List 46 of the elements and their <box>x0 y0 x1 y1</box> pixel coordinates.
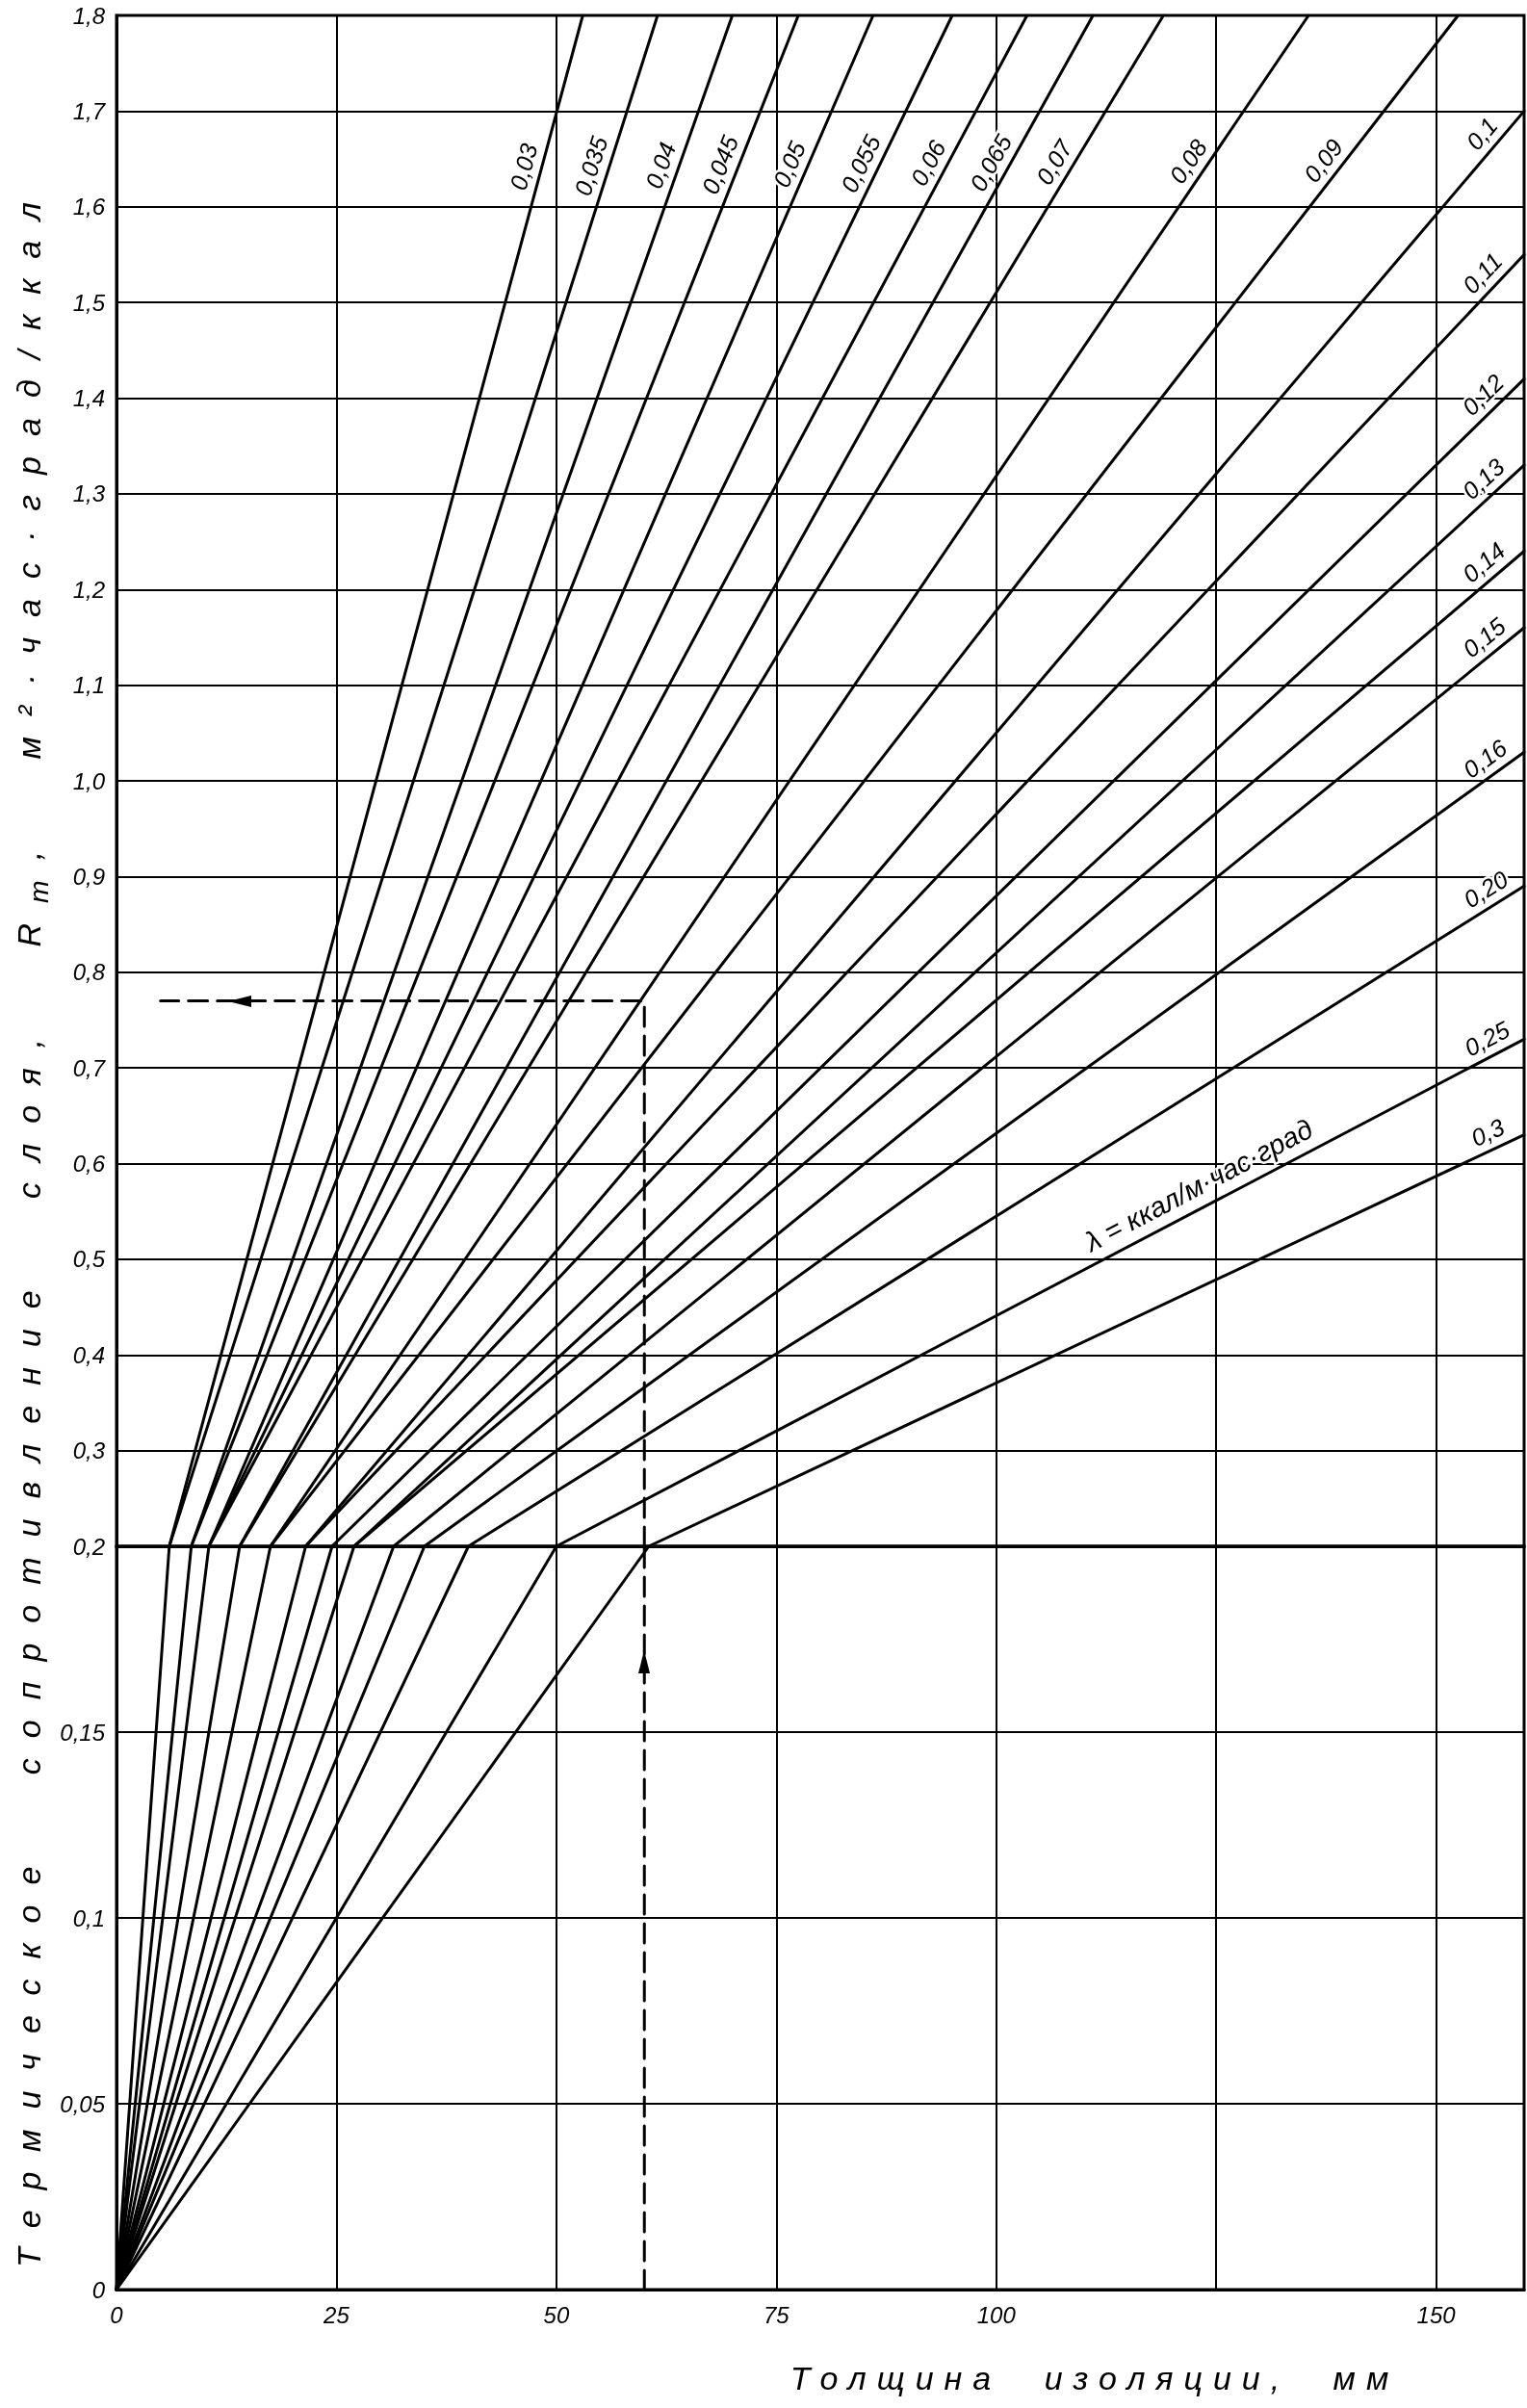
text: 0,065 <box>964 129 1018 196</box>
y-tick-label: 0,3 <box>72 1437 106 1464</box>
text: 0,12 <box>1456 368 1510 421</box>
y-tick-label: 1,0 <box>72 767 106 794</box>
text: 0,13 <box>1457 453 1510 505</box>
text: 0,03 <box>504 140 543 194</box>
text: 0,035 <box>568 133 613 199</box>
text: 0,11 <box>1457 246 1508 299</box>
text: 0,1 <box>1460 112 1503 156</box>
y-tick-label: 1,3 <box>72 480 106 507</box>
y-tick-label: 0,15 <box>60 1719 106 1746</box>
y-tick-label: 0,05 <box>60 2090 106 2117</box>
y-tick-label: 0,5 <box>72 1246 106 1273</box>
y-tick-label: 0,9 <box>72 863 105 890</box>
y-tick-label: 0 <box>91 2276 106 2303</box>
text: 0,16 <box>1458 734 1513 784</box>
x-tick-label: 25 <box>323 2301 350 2328</box>
x-tick-label: 100 <box>976 2301 1017 2328</box>
text: 0,20 <box>1459 865 1514 914</box>
x-tick-label: 150 <box>1416 2301 1457 2328</box>
x-tick-label: 0 <box>110 2301 124 2328</box>
y-tick-label: 1,1 <box>72 672 105 699</box>
y-tick-label: 1,4 <box>72 385 105 411</box>
y-tick-label: 0,7 <box>72 1054 107 1081</box>
text: 0,25 <box>1460 1015 1514 1062</box>
y-tick-label: 1,7 <box>72 97 107 124</box>
y-tick-label: 0,2 <box>72 1533 105 1560</box>
y-tick-label: 0,4 <box>72 1341 105 1368</box>
text: 0,15 <box>1457 611 1512 663</box>
text: 0,05 <box>767 137 812 192</box>
x-tick-label: 50 <box>543 2301 570 2328</box>
text: 0,3 <box>1466 1112 1509 1152</box>
text: 0,055 <box>835 130 887 197</box>
x-axis-title: Толщина изоляции, мм <box>789 2360 1400 2397</box>
y-tick-label: 0,1 <box>72 1904 105 1931</box>
y-tick-label: 1,8 <box>72 2 106 29</box>
text: 0,14 <box>1457 536 1511 588</box>
text: 0,06 <box>905 136 951 191</box>
y-tick-label: 1,5 <box>72 289 106 316</box>
y-tick-label: 0,6 <box>72 1151 106 1177</box>
text: 0,045 <box>696 131 744 198</box>
y-tick-label: 1,6 <box>72 194 106 220</box>
y-tick-label: 1,2 <box>72 576 105 603</box>
x-tick-label: 75 <box>763 2301 790 2328</box>
text: 0,04 <box>639 139 682 193</box>
y-tick-label: 0,8 <box>72 959 106 986</box>
